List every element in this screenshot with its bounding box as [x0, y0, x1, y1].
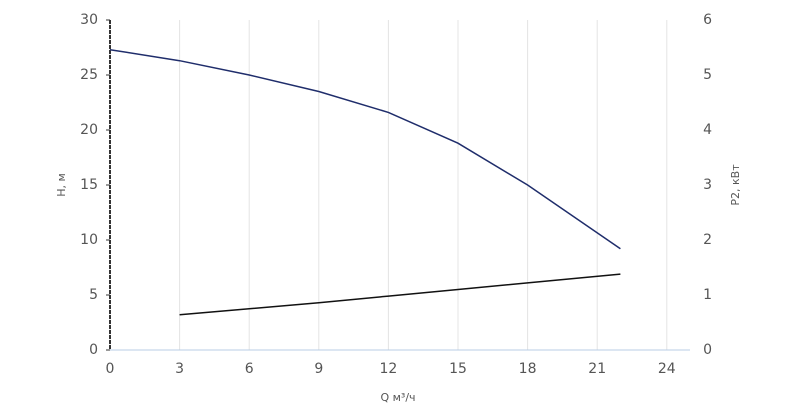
- y-tick-label: 15: [80, 177, 98, 193]
- x-tick-label: 15: [449, 361, 467, 377]
- x-tick-label: 18: [519, 361, 537, 377]
- y-tick-label: 5: [89, 287, 98, 303]
- x-tick-label: 24: [658, 361, 676, 377]
- x-tick-label: 12: [379, 361, 397, 377]
- x-tick-label: 9: [314, 361, 323, 377]
- y-axis-label: H, м: [55, 173, 68, 197]
- y2-tick-label: 3: [703, 177, 712, 193]
- y-tick-label: 20: [80, 122, 98, 138]
- y-tick-label: 10: [80, 232, 98, 248]
- x-tick-label: 0: [106, 361, 115, 377]
- x-axis-label: Q м³/ч: [380, 391, 415, 404]
- x-tick-label: 21: [588, 361, 606, 377]
- y-tick-label: 25: [80, 67, 98, 83]
- series-line: [109, 48, 621, 250]
- y2-tick-label: 0: [703, 342, 712, 358]
- y-tick-label: 0: [89, 342, 98, 358]
- y2-tick-label: 4: [703, 122, 712, 138]
- y2-tick-label: 2: [703, 232, 712, 248]
- y2-tick-label: 6: [703, 12, 712, 28]
- series-line: [179, 273, 621, 316]
- x-tick-label: 6: [245, 361, 254, 377]
- x-tick-label: 3: [175, 361, 184, 377]
- y2-axis-label: P2, кВт: [729, 164, 742, 206]
- y2-tick-label: 5: [703, 67, 712, 83]
- y-tick-label: 30: [80, 12, 98, 28]
- y2-tick-label: 1: [703, 287, 712, 303]
